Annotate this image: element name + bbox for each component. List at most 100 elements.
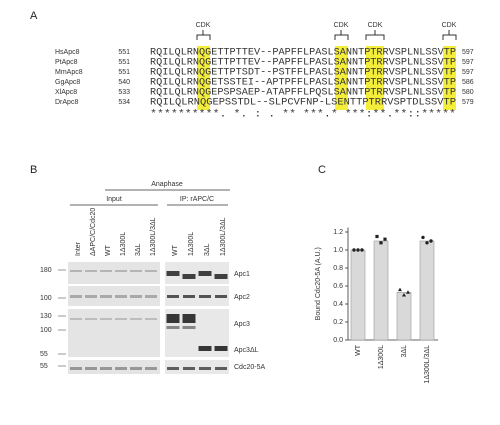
sequence: RQILQLRNQGETTPTTEV--PAPFFLPASLSANNTPTRRV… xyxy=(150,58,456,69)
condition: Anaphase xyxy=(151,181,183,188)
x-tick-label: WT xyxy=(355,344,362,356)
sequence: RQILQLRNQGETTPTSDT--PSTFFLPASLSANNTPTRRV… xyxy=(150,68,456,79)
mw-marker: 130 xyxy=(40,313,52,320)
band xyxy=(145,318,157,320)
band xyxy=(167,295,179,298)
species: MmApc8 xyxy=(55,69,83,76)
start-position: 533 xyxy=(118,89,130,96)
blot xyxy=(165,286,229,306)
data-point xyxy=(429,239,433,243)
end-position: 597 xyxy=(462,69,474,76)
band xyxy=(214,346,228,351)
y-tick-label: 1.0 xyxy=(333,247,343,254)
band xyxy=(70,295,82,298)
band xyxy=(85,270,97,272)
lane-label: WT xyxy=(105,244,112,256)
data-point xyxy=(360,248,364,252)
band xyxy=(100,270,112,272)
band xyxy=(198,346,212,351)
cdk-brackets xyxy=(196,30,457,40)
bar xyxy=(396,291,412,341)
lane-label: 1Δ300L xyxy=(120,232,127,256)
data-point xyxy=(421,235,425,240)
band xyxy=(130,318,142,320)
band xyxy=(130,295,142,298)
y-tick-label: 1.2 xyxy=(333,229,343,236)
lane-label: Inter xyxy=(75,241,82,256)
end-position: 579 xyxy=(462,99,474,106)
x-tick-label: 1Δ300L xyxy=(378,345,385,369)
lane-label: 1Δ300L/3ΔL xyxy=(220,217,227,256)
protein-label: Apc2 xyxy=(234,294,250,301)
band xyxy=(215,295,227,298)
lane-label: ΔAPC/C/Cdc20 xyxy=(90,208,97,256)
bar xyxy=(350,249,366,341)
band xyxy=(115,270,127,272)
sequence: RQILQLRNQGETTPTTEV--PAPFFLPASLSANNTPTRRV… xyxy=(150,48,456,59)
x-tick-label: 3ΔL xyxy=(401,345,408,358)
species: DrApc8 xyxy=(55,99,78,106)
band xyxy=(70,318,82,320)
band xyxy=(115,367,127,370)
end-position: 597 xyxy=(462,49,474,56)
band xyxy=(198,271,212,276)
data-point xyxy=(398,287,402,292)
start-position: 534 xyxy=(118,99,130,106)
data-point xyxy=(352,248,356,252)
band xyxy=(100,295,112,298)
band xyxy=(182,274,196,279)
panel-label: A xyxy=(30,10,38,22)
band xyxy=(214,274,228,279)
cdk-label: CDK xyxy=(442,22,457,29)
end-position: 580 xyxy=(462,89,474,96)
lane-label: 3ΔL xyxy=(204,243,211,256)
blot xyxy=(68,286,160,306)
band xyxy=(130,270,142,272)
band xyxy=(145,367,157,370)
sequence: RQILQLRNQGETSSTEI--APTPFFLPASLSANNTPTRRV… xyxy=(150,78,456,89)
y-tick-label: 0.0 xyxy=(333,337,343,344)
band xyxy=(85,295,97,298)
species: PtApc8 xyxy=(55,59,78,66)
band xyxy=(166,314,180,323)
protein-label: Apc3ΔL xyxy=(234,347,259,354)
protein-label: Apc1 xyxy=(234,271,250,278)
cdk-label: CDK xyxy=(334,22,349,29)
lane-label: 1Δ300L/3ΔL xyxy=(150,217,157,256)
group: IP: rAPC/C xyxy=(180,196,214,203)
band xyxy=(100,367,112,370)
band xyxy=(199,367,211,370)
mw-marker: 55 xyxy=(40,363,48,370)
conservation: **********. *. : . ** ***.* ***:**.**::*… xyxy=(150,109,456,121)
y-tick-label: 0.2 xyxy=(333,319,343,326)
data-point xyxy=(425,241,429,245)
band xyxy=(215,367,227,370)
mw-marker: 100 xyxy=(40,295,52,302)
mw-marker: 55 xyxy=(40,351,48,358)
blot xyxy=(68,309,160,357)
protein-label: Cdc20-5A xyxy=(234,364,265,371)
band xyxy=(85,318,97,320)
band xyxy=(145,270,157,272)
y-tick-label: 0.4 xyxy=(333,301,343,308)
band xyxy=(115,318,127,320)
band xyxy=(199,295,211,298)
lane-label: 3ΔL xyxy=(135,243,142,256)
group: Input xyxy=(106,196,122,203)
species: HsApc8 xyxy=(55,49,80,56)
end-position: 597 xyxy=(462,59,474,66)
band xyxy=(183,295,195,298)
mw-marker: 100 xyxy=(40,327,52,334)
band xyxy=(166,271,180,276)
band xyxy=(115,295,127,298)
bar xyxy=(373,240,389,341)
lane-label: WT xyxy=(172,244,179,256)
sequence: RQILQLRNQGEPSPSAEP-ATAPFFLPQSLSANNTPTRRV… xyxy=(150,88,456,99)
panel-label: B xyxy=(30,164,37,176)
band xyxy=(85,367,97,370)
data-point xyxy=(379,241,383,245)
band xyxy=(100,318,112,320)
data-point xyxy=(383,237,387,241)
band xyxy=(130,367,142,370)
